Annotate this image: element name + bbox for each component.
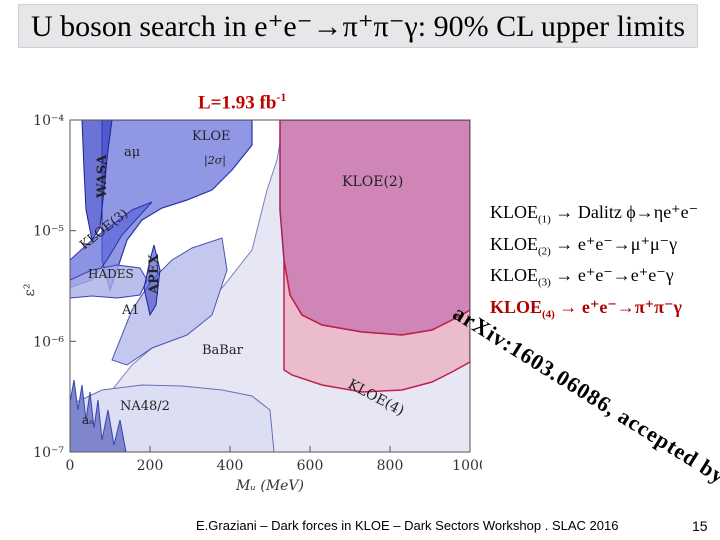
two-sigma-label: |2σ| (204, 154, 226, 168)
ae-label: aₑ (82, 413, 94, 427)
legend-name: KLOE (490, 202, 538, 222)
y-tick-label: 10⁻⁷ (33, 445, 64, 461)
legend-sub: (4) (542, 308, 555, 321)
y-axis-label: ε² (22, 284, 38, 297)
y-tick-label: 10⁻⁴ (33, 113, 64, 129)
legend-text: → e⁺e⁻→μ⁺μ⁻γ (550, 233, 678, 254)
luminosity-exponent: -1 (276, 90, 287, 104)
legend-sub: (1) (538, 213, 551, 226)
hades-region (70, 264, 148, 299)
page-number: 15 (692, 518, 708, 534)
legend-sub: (2) (538, 245, 551, 258)
x-tick-label: 1000 (452, 458, 482, 474)
babar-label: BaBar (202, 343, 244, 358)
x-tick-label: 800 (377, 458, 404, 474)
kloe2-region (279, 120, 470, 336)
legend-item-kloe2: KLOE(2) → e⁺e⁻→μ⁺μ⁻γ (490, 232, 698, 264)
y-tick-label: 10⁻⁵ (33, 224, 64, 240)
legend-sub: (3) (538, 276, 551, 289)
wasa-region (81, 120, 113, 242)
kloe4-region (283, 259, 470, 393)
plot-frame (69, 119, 471, 453)
ae-region (70, 379, 127, 452)
x-tick-label: 200 (137, 458, 164, 474)
legend-text: → Dalitz ϕ→ηe⁺e⁻ (550, 202, 699, 222)
legend-item-kloe1: KLOE(1) → Dalitz ϕ→ηe⁺e⁻ (490, 200, 698, 232)
x-tick-label: 0 (66, 458, 75, 474)
exclusion-plot: WASA aμ KLOE |2σ| KLOE(3) HADES APEX A1 … (22, 113, 482, 494)
luminosity-label: L=1.93 fb-1 (198, 90, 286, 114)
x-axis-label: Mᵤ (MeV) (235, 478, 304, 494)
legend-name: KLOE (490, 233, 538, 254)
legend-name: KLOE (490, 296, 543, 317)
footer: E.Graziani – Dark forces in KLOE – Dark … (196, 518, 619, 533)
amu-label: aμ (124, 145, 140, 160)
legend-item-kloe4: KLOE(4) → e⁺e⁻→π⁺π⁻γ (490, 295, 698, 327)
luminosity-value: L=1.93 fb (198, 92, 277, 114)
apex-region (143, 244, 161, 317)
x-axis: 0 200 400 600 800 1000 (66, 446, 482, 474)
hades-label: HADES (88, 267, 134, 281)
a1-label: A1 (121, 303, 140, 318)
y-axis: 10⁻⁴ 10⁻⁵ 10⁻⁶ 10⁻⁷ (33, 113, 76, 461)
legend: KLOE(1) → Dalitz ϕ→ηe⁺e⁻ KLOE(2) → e⁺e⁻→… (490, 200, 698, 326)
y-tick-label: 10⁻⁶ (33, 334, 64, 350)
apex-label: APEX (147, 253, 162, 295)
wasa-label: WASA (95, 154, 110, 199)
arxiv-note: arXiv:1603.06086, accepted by PLB (448, 300, 720, 516)
legend-item-kloe3: KLOE(3) → e⁺e⁻→e⁺e⁻γ (490, 263, 698, 295)
x-tick-label: 400 (217, 458, 244, 474)
slide-title: U boson search in e⁺e⁻→π⁺π⁻γ: 90% CL upp… (30, 10, 685, 43)
legend-text: → e⁺e⁻→π⁺π⁻γ (554, 296, 682, 317)
title-box: U boson search in e⁺e⁻→π⁺π⁻γ: 90% CL upp… (18, 4, 698, 48)
kloe2-label: KLOE(2) (342, 174, 403, 190)
legend-text: → e⁺e⁻→e⁺e⁻γ (550, 265, 674, 286)
legend-name: KLOE (490, 265, 538, 286)
na48-label: NA48/2 (120, 399, 170, 414)
kloe-label: KLOE (192, 129, 231, 144)
x-tick-label: 600 (297, 458, 324, 474)
